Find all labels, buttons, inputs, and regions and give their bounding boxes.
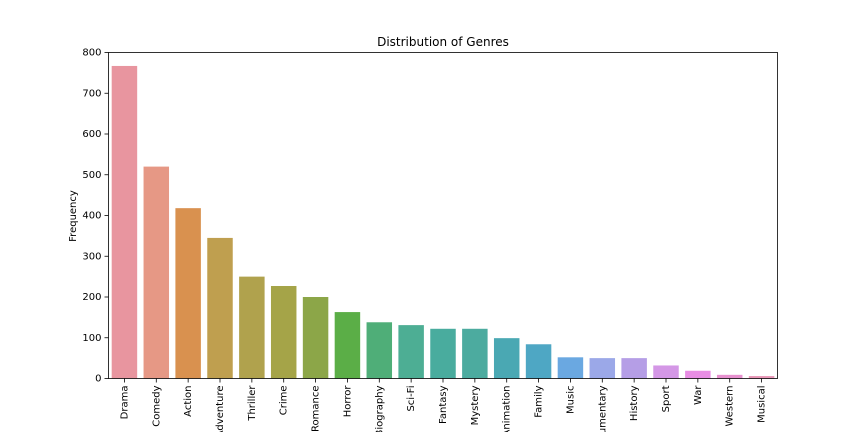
- y-tick-label: 100: [82, 333, 101, 344]
- x-tick-label: Horror: [342, 385, 353, 418]
- x-tick-label: Biography: [374, 385, 385, 432]
- y-tick-label: 400: [82, 211, 101, 222]
- plot-frame: [108, 52, 778, 379]
- y-tick-label: 700: [82, 88, 101, 99]
- bar-western: [716, 374, 743, 379]
- bar-romance: [302, 297, 329, 379]
- x-tick-label: Western: [725, 386, 736, 427]
- x-tick-label: Drama: [119, 386, 130, 420]
- x-tick-label: Romance: [311, 386, 322, 432]
- y-tick-label: 600: [82, 129, 101, 140]
- x-axis: Drama Comedy Action Adventure Thriller Crime R…: [119, 378, 768, 432]
- x-tick-label: Sport: [661, 385, 672, 412]
- bar-crime: [270, 285, 297, 379]
- x-tick-label: Thriller: [247, 385, 258, 422]
- x-tick-label: Adventure: [215, 386, 226, 432]
- y-tick-label: 800: [82, 48, 101, 59]
- bar-biography: [366, 322, 393, 379]
- x-tick-label: Crime: [279, 386, 290, 416]
- bar-sport: [653, 365, 679, 379]
- y-tick-label: 200: [82, 292, 101, 303]
- bar-thriller: [239, 276, 265, 379]
- x-tick-label: Action: [183, 386, 194, 417]
- bar-music: [557, 357, 584, 379]
- x-tick-label: Music: [565, 386, 576, 414]
- x-tick-label: Fantasy: [438, 385, 449, 424]
- y-axis-label: Frequency: [68, 190, 79, 242]
- x-tick-label: War: [693, 385, 704, 405]
- x-tick-label: History: [629, 385, 640, 421]
- bar-war: [685, 370, 711, 379]
- bar-family: [525, 344, 552, 379]
- bar-fantasy: [430, 328, 456, 379]
- bar-musical: [748, 376, 775, 379]
- y-tick-label: 500: [82, 170, 101, 181]
- x-tick-label: Comedy: [151, 385, 162, 426]
- x-tick-label: Documentary: [597, 385, 608, 432]
- bar-sci-fi: [398, 325, 424, 379]
- x-tick-label: Family: [534, 385, 545, 417]
- x-tick-label: Musical: [757, 386, 768, 423]
- bar-mystery: [462, 328, 488, 379]
- bar-history: [621, 358, 647, 379]
- bar-documentary: [589, 358, 616, 379]
- x-tick-label: Mystery: [470, 385, 481, 425]
- y-tick-label: 0: [95, 374, 101, 385]
- bar-horror: [334, 312, 361, 379]
- bars-group: [111, 65, 775, 379]
- y-tick-label: 300: [82, 251, 101, 262]
- x-tick-label: Sci-Fi: [406, 386, 417, 412]
- bar-drama: [111, 65, 138, 379]
- y-axis: 0 100 200 300 400 500 600 700 800: [82, 48, 109, 385]
- bar-animation: [493, 338, 520, 379]
- bar-adventure: [207, 237, 233, 379]
- bar-comedy: [143, 166, 170, 379]
- x-tick-label: Animation: [502, 386, 513, 432]
- chart-title: Distribution of Genres: [377, 35, 509, 49]
- bar-action: [175, 208, 201, 379]
